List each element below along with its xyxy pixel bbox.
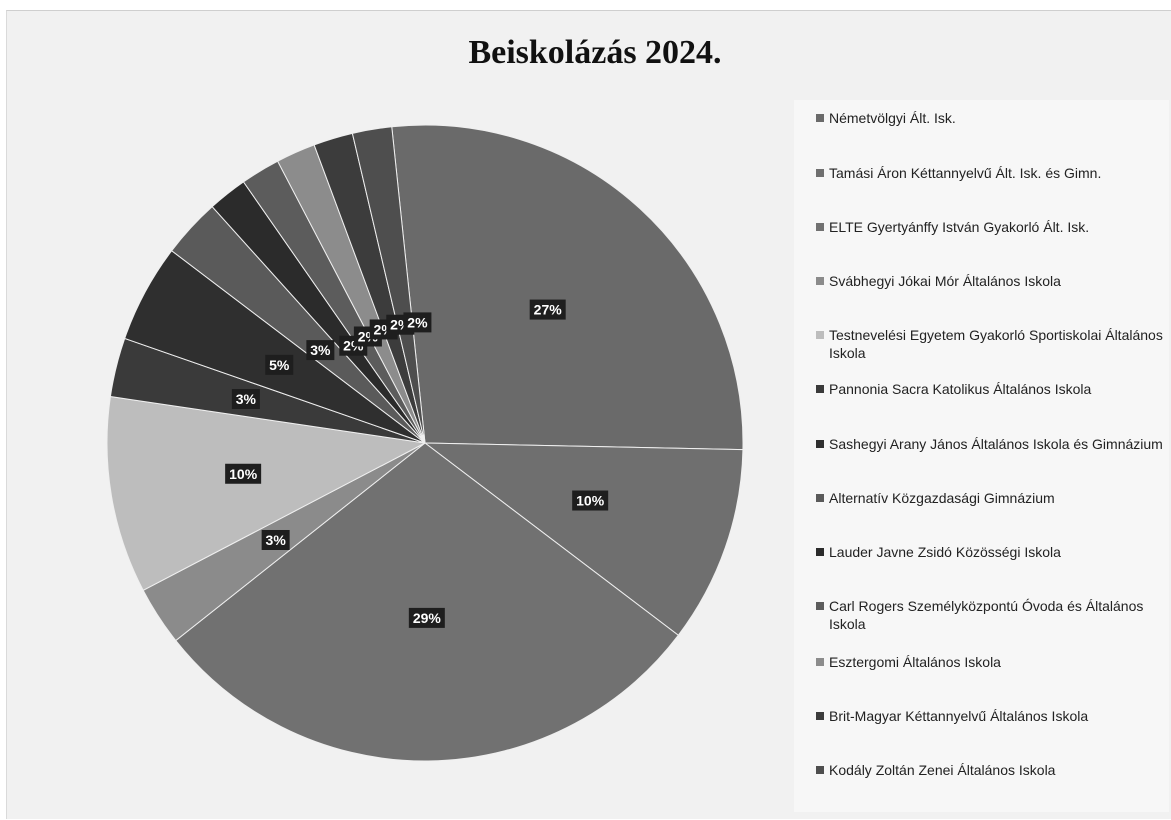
data-label: 29% <box>408 607 445 628</box>
pie-slice <box>423 442 744 636</box>
data-label-text: 3% <box>310 342 331 358</box>
data-label-box <box>225 463 262 484</box>
data-label-box <box>261 529 290 550</box>
data-label-text: 27% <box>534 302 563 318</box>
legend-swatch <box>816 331 824 339</box>
legend-label: Lauder Javne Zsidó Közösségi Iskola <box>829 544 1061 560</box>
data-label-text: 3% <box>236 391 257 407</box>
legend-swatch <box>816 223 824 231</box>
data-label: 10% <box>572 490 609 511</box>
legend-swatch <box>816 712 824 720</box>
legend-item: Carl Rogers Személyközpontú Óvoda és Ált… <box>816 597 1171 633</box>
data-label: 3% <box>231 389 260 410</box>
legend-label: Testnevelési Egyetem Gyakorló Sportiskol… <box>829 327 1163 361</box>
legend-swatch <box>816 169 824 177</box>
legend-swatch <box>816 548 824 556</box>
pie-slice <box>106 395 427 592</box>
chart-title: Beiskolázás 2024. <box>468 34 722 71</box>
legend-item: Alternatív Közgazdasági Gimnázium <box>816 489 1171 507</box>
legend-label: Carl Rogers Személyközpontú Óvoda és Ált… <box>829 598 1144 632</box>
legend-swatch <box>816 602 824 610</box>
data-label: 10% <box>225 463 262 484</box>
data-label-text: 29% <box>413 610 442 626</box>
legend-swatch <box>816 658 824 666</box>
data-label: 2% <box>403 312 432 333</box>
data-label: 3% <box>261 529 290 550</box>
legend <box>794 100 1169 812</box>
data-label-text: 10% <box>229 466 258 482</box>
legend-item: Brit-Magyar Kéttannyelvű Általános Iskol… <box>816 707 1171 725</box>
data-label-text: 5% <box>269 357 290 373</box>
data-label-text: 3% <box>266 532 287 548</box>
legend-swatch <box>816 385 824 393</box>
legend-swatch <box>816 114 824 122</box>
legend-label: Kodály Zoltán Zenei Általános Iskola <box>829 762 1056 778</box>
legend-swatch <box>816 494 824 502</box>
data-label-text: 2% <box>407 314 428 330</box>
legend-item: Németvölgyi Ált. Isk. <box>816 109 1171 127</box>
legend-swatch <box>816 277 824 285</box>
legend-label: Tamási Áron Kéttannyelvű Ált. Isk. és Gi… <box>829 165 1102 181</box>
legend-item: Svábhegyi Jókai Mór Általános Iskola <box>816 272 1171 290</box>
legend-label: Pannonia Sacra Katolikus Általános Iskol… <box>829 381 1092 397</box>
legend-item: Esztergomi Általános Iskola <box>816 653 1171 671</box>
data-label-box <box>408 607 445 628</box>
data-label-box <box>265 354 294 375</box>
legend-swatch <box>816 766 824 774</box>
legend-item: Testnevelési Egyetem Gyakorló Sportiskol… <box>816 326 1171 362</box>
data-label-box <box>572 490 609 511</box>
legend-label: Brit-Magyar Kéttannyelvű Általános Iskol… <box>829 708 1089 724</box>
legend-swatch <box>816 440 824 448</box>
data-label-box <box>529 299 566 320</box>
legend-label: Alternatív Közgazdasági Gimnázium <box>829 490 1055 506</box>
pie-slice <box>391 124 744 451</box>
data-label-box <box>403 312 432 333</box>
legend-label: Esztergomi Általános Iskola <box>829 654 1001 670</box>
data-label-box <box>231 389 260 410</box>
data-label-text: 10% <box>576 493 605 509</box>
legend-label: Sashegyi Arany János Általános Iskola és… <box>829 436 1163 452</box>
legend-item: ELTE Gyertyánffy István Gyakorló Ált. Is… <box>816 218 1171 236</box>
data-label: 27% <box>529 299 566 320</box>
legend-item: Pannonia Sacra Katolikus Általános Iskol… <box>816 380 1171 398</box>
data-label-box <box>306 340 335 361</box>
data-label: 3% <box>306 340 335 361</box>
legend-item: Sashegyi Arany János Általános Iskola és… <box>816 435 1171 453</box>
legend-item: Tamási Áron Kéttannyelvű Ált. Isk. és Gi… <box>816 164 1171 182</box>
data-label: 5% <box>265 354 294 375</box>
pie-slice <box>351 126 426 444</box>
legend-item: Kodály Zoltán Zenei Általános Iskola <box>816 761 1171 779</box>
legend-item: Lauder Javne Zsidó Közösségi Iskola <box>816 543 1171 561</box>
legend-label: ELTE Gyertyánffy István Gyakorló Ált. Is… <box>829 219 1090 235</box>
legend-label: Svábhegyi Jókai Mór Általános Iskola <box>829 273 1061 289</box>
legend-label: Németvölgyi Ált. Isk. <box>829 110 956 126</box>
pie-slice <box>175 442 679 762</box>
